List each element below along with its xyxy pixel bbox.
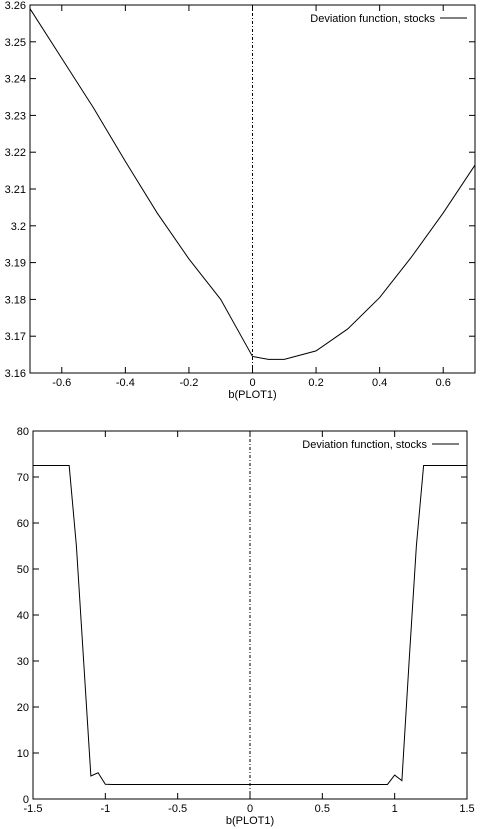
y-tick-label: 30 [17, 656, 29, 668]
legend-label: Deviation function, stocks [310, 13, 435, 25]
y-tick-label: 10 [17, 748, 29, 760]
x-tick-label: 0 [249, 377, 255, 389]
series-line [29, 8, 476, 360]
y-tick-label: 3.17 [5, 331, 26, 343]
y-tick-label: 60 [17, 518, 29, 530]
y-tick-label: 3.25 [5, 37, 26, 49]
y-tick-label: 70 [17, 472, 29, 484]
x-tick-label: -0.2 [179, 377, 198, 389]
x-tick-label: 0.5 [315, 803, 330, 815]
bottom-chart: -1.5 -1 -0.5 0 0.5 1 1.5 0 10 20 30 40 50 60 70 80 b(PLO… [17, 426, 475, 827]
y-tick-label: 3.19 [5, 258, 26, 270]
x-axis-title: b(PLOT1) [228, 389, 276, 401]
x-tick-label: 1 [392, 803, 398, 815]
x-tick-label: 0.4 [372, 377, 387, 389]
top-chart: -0.6 -0.4 -0.2 0 0.2 0.4 0.6 3.16 3.17 3.18 3.19 3.… [5, 0, 476, 401]
y-tick-label: 0 [23, 794, 29, 806]
legend-label: Deviation function, stocks [302, 439, 427, 451]
y-tick-label: 3.18 [5, 294, 26, 306]
x-tick-label: 1.5 [459, 803, 474, 815]
x-tick-label: -0.4 [116, 377, 135, 389]
x-tick-label: -0.6 [52, 377, 71, 389]
y-tick-label: 50 [17, 564, 29, 576]
x-tick-label: -1 [100, 803, 110, 815]
x-tick-label: -1.5 [24, 803, 43, 815]
y-tick-label: 80 [17, 426, 29, 438]
x-tick-label: -0.5 [168, 803, 187, 815]
x-tick-label: 0.6 [436, 377, 451, 389]
y-tick-label: 20 [17, 702, 29, 714]
y-tick-label: 3.16 [5, 368, 26, 380]
y-tick-label: 3.24 [5, 74, 26, 86]
x-tick-label: 0.2 [308, 377, 323, 389]
x-axis-title: b(PLOT1) [226, 815, 274, 827]
series-line [33, 465, 467, 785]
x-tick-label: 0 [247, 803, 253, 815]
y-tick-label: 40 [17, 610, 29, 622]
y-tick-label: 3.23 [5, 110, 26, 122]
y-tick-label: 3.2 [11, 221, 26, 233]
y-tick-label: 3.26 [5, 0, 26, 12]
y-tick-label: 3.22 [5, 147, 26, 159]
y-tick-label: 3.21 [5, 184, 26, 196]
